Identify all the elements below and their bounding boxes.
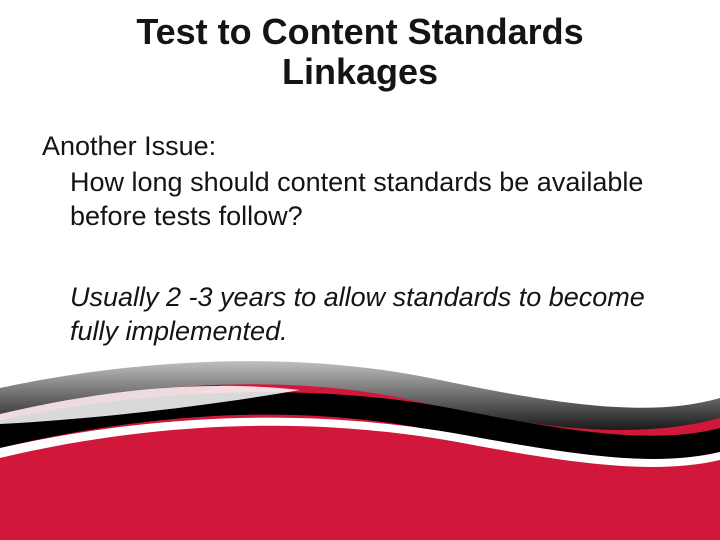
white-highlight-lower [0,386,300,424]
slide-title: Test to Content Standards Linkages [50,12,670,91]
title-line-1: Test to Content Standards [50,12,670,52]
body-subheading: Another Issue: [42,130,660,164]
body-answer: Usually 2 -3 years to allow standards to… [42,281,660,349]
slide: Test to Content Standards Linkages Anoth… [0,0,720,540]
slide-body: Another Issue: How long should content s… [42,130,660,349]
gradient-band [0,361,720,430]
red-base [0,381,720,540]
body-question: How long should content standards be ava… [42,166,660,234]
white-highlight-upper [0,418,720,467]
dark-red-swoosh [0,375,230,418]
black-swoosh [0,392,720,460]
swoosh-decoration [0,340,720,540]
title-line-2: Linkages [50,52,670,92]
